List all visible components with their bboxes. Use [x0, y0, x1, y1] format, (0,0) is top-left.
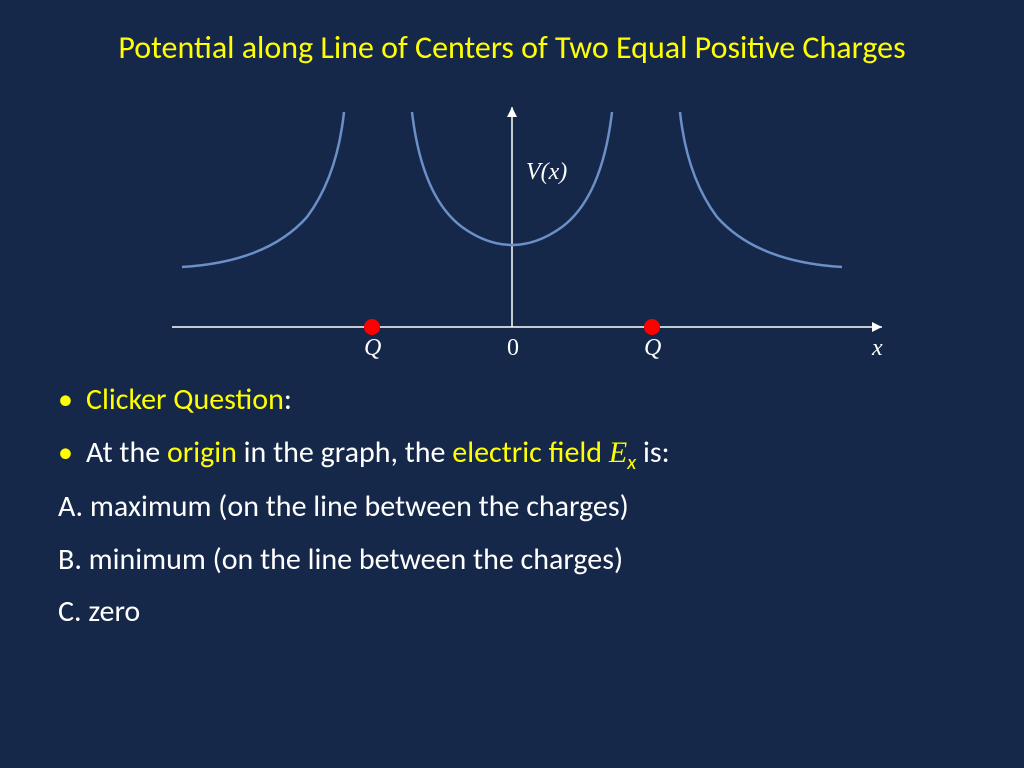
prompt-E: E — [609, 436, 627, 469]
y-axis-arrow — [507, 107, 517, 117]
clicker-heading-text: Clicker Question — [86, 381, 284, 418]
charge-left — [364, 319, 380, 335]
prompt-part-6: is: — [636, 434, 669, 471]
curve-left-outer — [182, 112, 344, 267]
prompt-part-3: in the graph, the — [237, 434, 452, 471]
slide-title: Potential along Line of Centers of Two E… — [0, 0, 1024, 67]
potential-chart: V(x) 0 Q Q x — [112, 87, 912, 367]
answer-c: C. zero — [50, 589, 974, 636]
content-area: Clicker Question: At the origin in the g… — [0, 377, 1024, 636]
clicker-heading: Clicker Question: — [50, 377, 974, 424]
prompt-efield: electric field — [452, 434, 609, 471]
charge-right — [644, 319, 660, 335]
colon: : — [284, 381, 292, 418]
y-axis-label: V(x) — [526, 159, 567, 186]
x-axis-label: x — [872, 335, 883, 362]
answer-a: A. maximum (on the line between the char… — [50, 484, 974, 531]
prompt-Ex-sub: x — [627, 449, 636, 475]
prompt-origin: origin — [167, 434, 237, 471]
charge-label-left: Q — [364, 335, 381, 362]
origin-label: 0 — [507, 335, 519, 362]
x-axis-arrow — [872, 322, 882, 332]
question-prompt: At the origin in the graph, the electric… — [50, 430, 974, 479]
curve-right-outer — [680, 112, 842, 267]
charge-label-right: Q — [644, 335, 661, 362]
answer-b: B. minimum (on the line between the char… — [50, 537, 974, 584]
prompt-part-1: At the — [86, 434, 167, 471]
